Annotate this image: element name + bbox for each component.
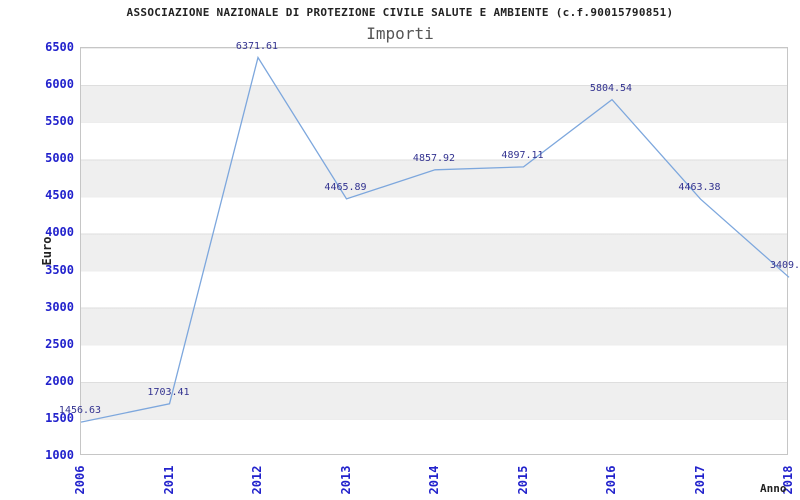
y-tick-label: 5000	[45, 151, 74, 166]
x-tick-label: 2017	[692, 465, 707, 495]
data-line	[80, 55, 790, 423]
point-value-label: 4463.38	[678, 182, 721, 194]
point-value-label: 1456.63	[58, 405, 102, 417]
point-value-label: 4857.92	[412, 152, 456, 164]
y-tick-label: 1500	[45, 410, 74, 425]
y-tick-label: 5500	[45, 114, 74, 129]
y-tick-label: 3000	[45, 299, 74, 314]
x-axis-title: Anno	[760, 482, 787, 495]
y-tick-label: 3500	[45, 262, 74, 277]
x-tick-label: 2015	[515, 465, 530, 495]
line-series-svg	[80, 55, 790, 423]
point-value-label: 4465.89	[324, 181, 367, 193]
y-tick-label: 6500	[45, 40, 74, 54]
x-tick-label: 2011	[161, 465, 176, 495]
y-tick-label: 4500	[45, 188, 74, 203]
point-value-label: 3409.2	[769, 260, 800, 272]
y-tick-label: 2000	[45, 373, 74, 388]
plot-area	[80, 47, 790, 455]
x-tick-label: 2016	[604, 465, 618, 495]
x-tick-label: 2006	[73, 465, 87, 495]
x-tick-label: 2014	[427, 465, 441, 495]
chart-subtitle: Importi	[366, 24, 434, 43]
point-value-label: 1703.41	[147, 386, 190, 398]
y-tick-label: 1000	[45, 448, 74, 462]
x-tick-label: 2013	[338, 465, 353, 495]
y-tick-label: 2500	[45, 336, 74, 351]
y-tick-label: 6000	[45, 77, 74, 92]
point-value-label: 5804.54	[589, 82, 633, 94]
point-value-label: 6371.61	[235, 40, 279, 52]
y-tick-label: 4000	[45, 225, 74, 240]
y-axis-title: Euro	[40, 236, 54, 266]
chart-title: ASSOCIAZIONE NAZIONALE DI PROTEZIONE CIV…	[126, 6, 674, 19]
point-value-label: 4897.11	[501, 149, 544, 161]
x-tick-label: 2012	[250, 465, 264, 495]
